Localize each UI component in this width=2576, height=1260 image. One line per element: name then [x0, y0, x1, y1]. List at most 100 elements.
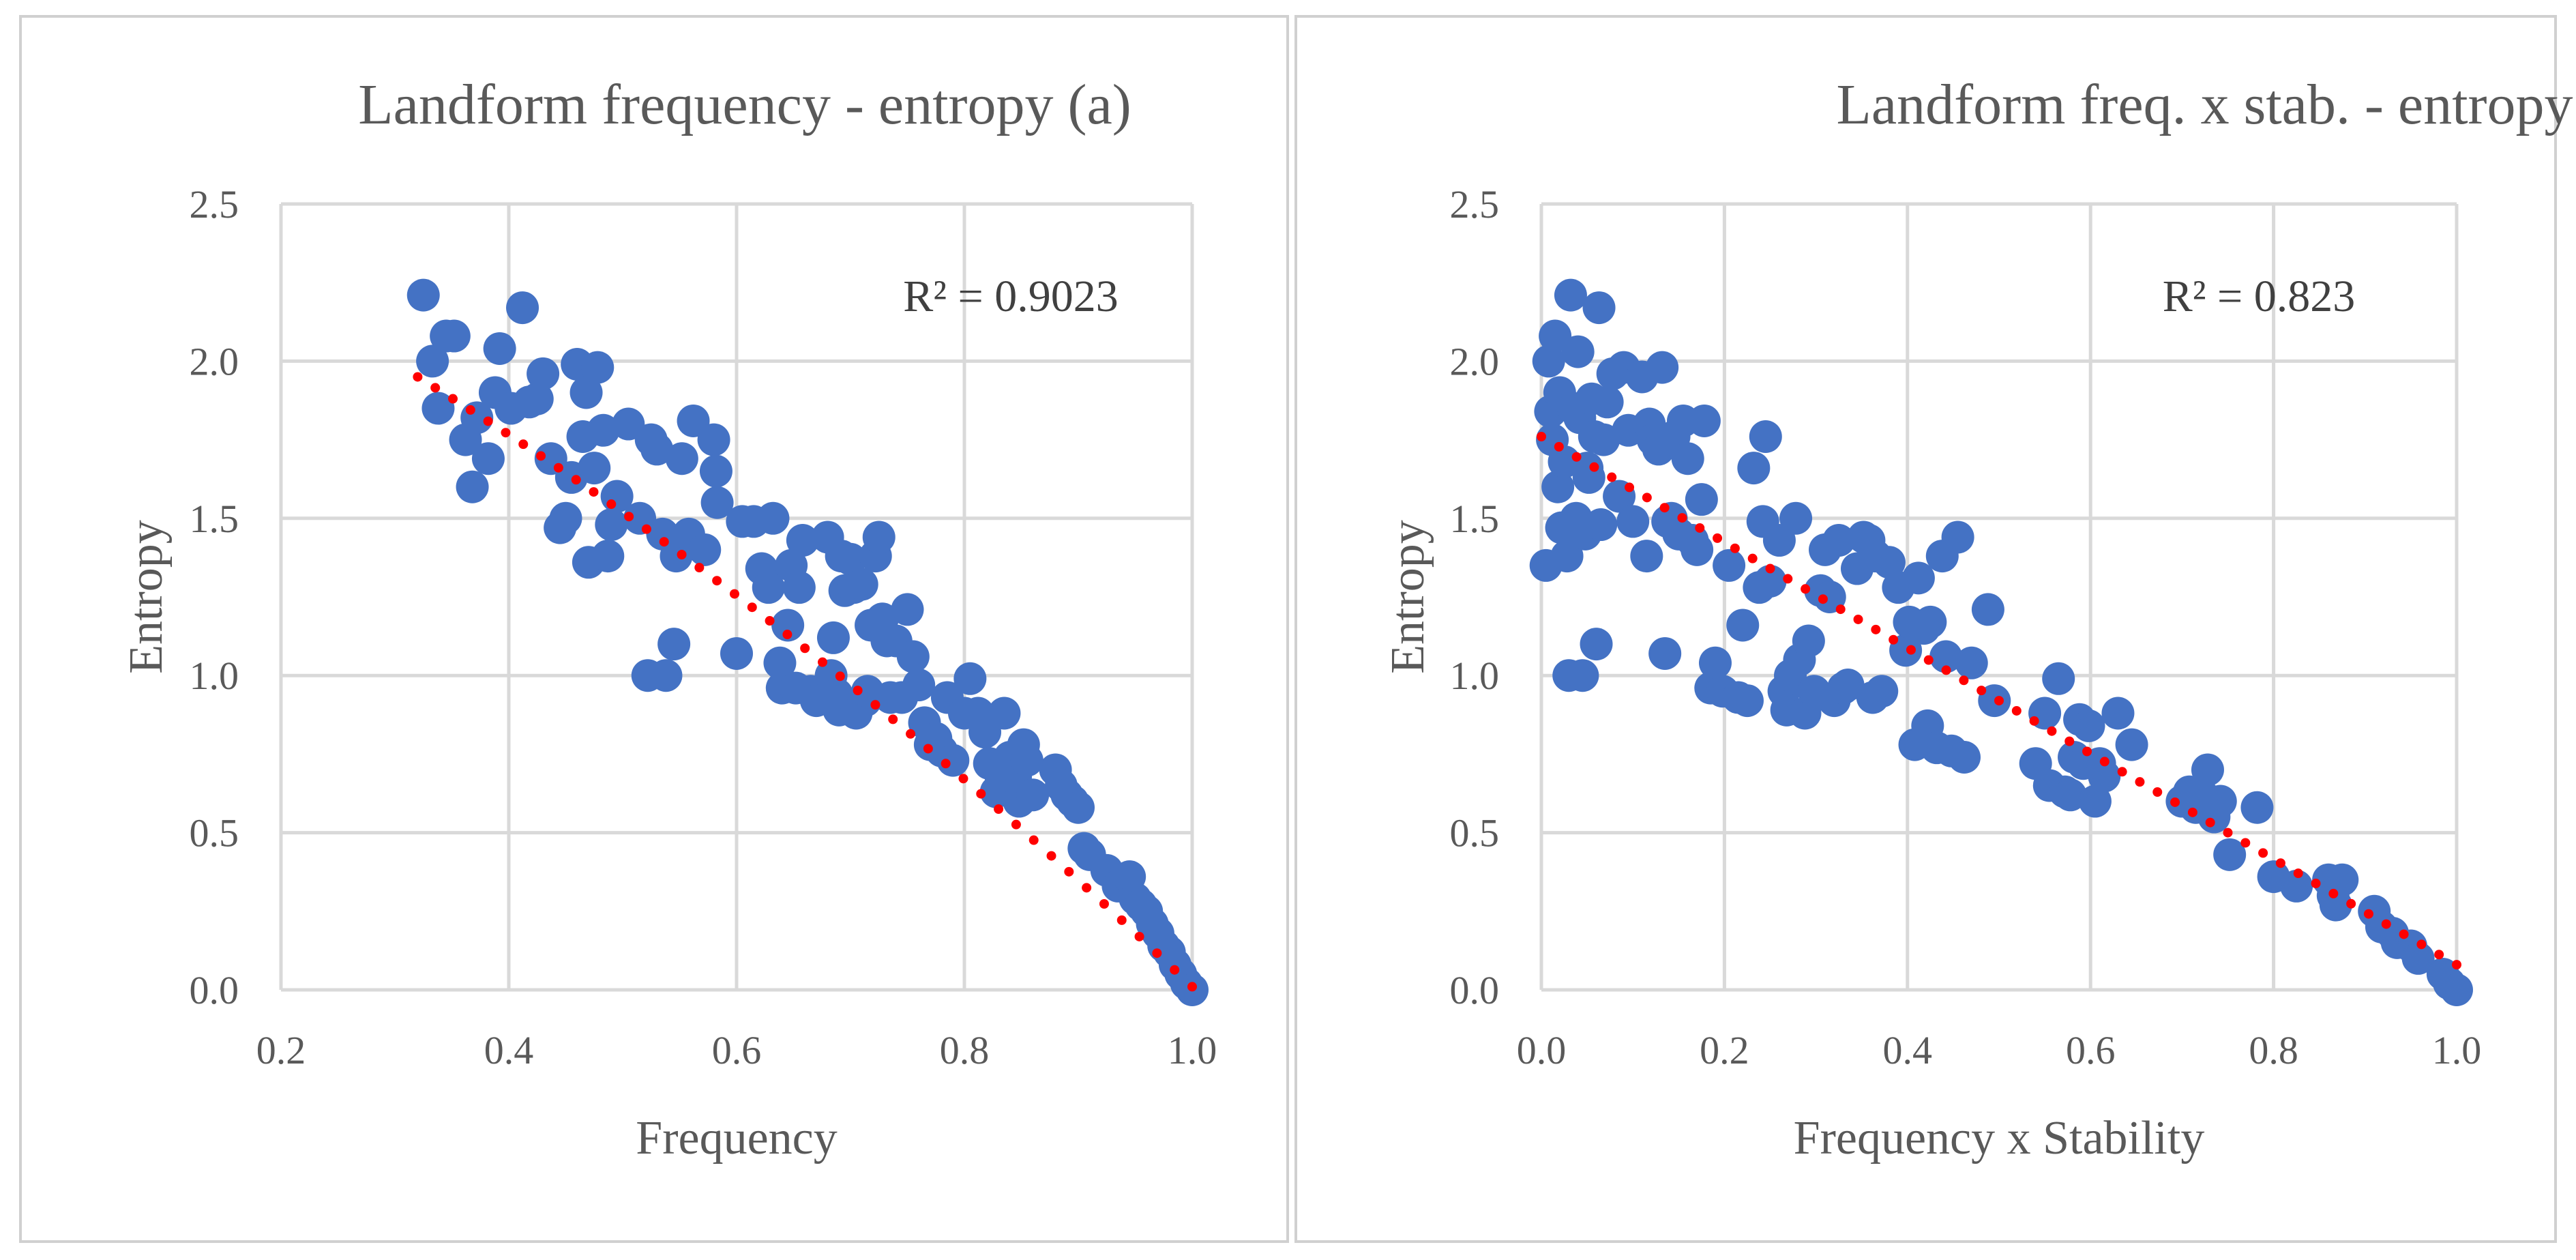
trendline-dot: [1818, 594, 1828, 604]
trendline-dot: [941, 759, 951, 769]
trendline-dot: [1554, 441, 1564, 452]
trendline-dot: [430, 383, 441, 393]
trendline-dot: [624, 512, 634, 522]
data-point: [1792, 624, 1825, 658]
data-point: [1685, 483, 1718, 516]
trendline-dot: [2258, 848, 2268, 858]
data-point: [612, 407, 645, 441]
data-point: [891, 593, 924, 626]
data-point: [786, 524, 819, 557]
chart-title: Landform freq. x stab. - entropy (b): [1837, 73, 2576, 136]
trendline-dot: [2434, 950, 2444, 960]
data-point: [1914, 605, 1947, 639]
trendline-dot: [1152, 948, 1162, 958]
trendline-dot: [1695, 523, 1705, 533]
chart-title: Landform frequency - entropy (a): [358, 73, 1131, 136]
data-point: [1646, 351, 1679, 384]
data-point: [1630, 540, 1663, 573]
trendline-dot: [994, 804, 1004, 815]
data-point: [1561, 335, 1595, 368]
trendline-dot: [606, 499, 617, 510]
r-squared-label: R² = 0.823: [2163, 272, 2356, 321]
trendline-dot: [2346, 898, 2356, 909]
x-axis-label: Frequency: [636, 1112, 837, 1164]
trendline-dot: [853, 686, 863, 696]
data-point: [1737, 452, 1771, 485]
data-point: [1955, 646, 1988, 679]
x-tick-label: 0.8: [940, 1028, 990, 1072]
trendline-dot: [2152, 787, 2163, 797]
data-point: [2401, 941, 2435, 975]
data-point: [763, 646, 797, 679]
trendline-dot: [1959, 675, 1969, 686]
data-point: [569, 376, 603, 409]
trendline-dot: [2099, 757, 2109, 767]
data-point: [595, 508, 628, 542]
trendline-dot: [694, 563, 705, 573]
trendline-dot: [589, 487, 599, 497]
y-tick-label: 2.5: [1450, 182, 1500, 226]
trendline-dot: [1028, 835, 1039, 845]
x-tick-label: 1.0: [1168, 1028, 1217, 1072]
data-point: [2440, 973, 2473, 1006]
trendline-dot: [2223, 827, 2233, 838]
trendline-dot: [2275, 858, 2285, 868]
data-point: [416, 345, 449, 378]
data-point: [1971, 593, 2004, 626]
trendline-dot: [465, 405, 475, 415]
y-tick-label: 0.5: [190, 811, 239, 855]
data-point: [1865, 675, 1899, 708]
data-point: [756, 501, 790, 535]
trendline-dot: [1046, 851, 1056, 861]
trendline-dot: [536, 451, 546, 461]
trendline-dot: [906, 729, 916, 739]
trendline-dot: [747, 602, 757, 613]
trendline-dot: [958, 774, 968, 784]
data-point: [1062, 791, 1095, 824]
data-point: [1941, 521, 1974, 554]
trendline-dot: [2311, 879, 2321, 889]
trendline-dot: [888, 714, 898, 724]
trendline-dot: [1589, 462, 1599, 472]
data-point: [657, 628, 691, 661]
y-axis-label: Entropy: [120, 520, 173, 674]
data-point: [471, 442, 505, 475]
data-point: [406, 278, 440, 312]
trendline-dot: [1134, 931, 1144, 941]
trendline-dot: [2328, 888, 2339, 898]
y-tick-label: 2.0: [1450, 339, 1500, 383]
trendline-dot: [835, 671, 845, 682]
y-tick-label: 1.0: [190, 654, 239, 698]
trendline-dot: [1659, 503, 1670, 513]
data-point: [591, 540, 625, 573]
trendline-dot: [659, 537, 669, 547]
data-point: [1566, 659, 1599, 692]
x-tick-label: 0.6: [712, 1028, 762, 1072]
y-axis-label: Entropy: [1382, 520, 1434, 674]
trendline-dot: [2293, 868, 2303, 879]
trendline-dot: [1889, 634, 1899, 645]
trendline-dot: [1747, 553, 1758, 563]
data-point: [1726, 609, 1760, 642]
data-point: [2054, 778, 2087, 812]
data-point: [988, 697, 1021, 730]
data-point: [782, 571, 816, 604]
trendline: [413, 372, 1197, 992]
trendline-dot: [1801, 584, 1811, 594]
trendline-dot: [1835, 604, 1846, 615]
chart-panel-b: 0.0 0.5 1.0 1.5 2.0 2.5 0.0 0.2 0.4 0.6 0.8 1.0 Land…: [1294, 15, 2576, 1243]
data-point: [1813, 581, 1846, 613]
data-point: [456, 470, 489, 503]
data-point: [578, 452, 611, 485]
trendline-dot: [1064, 866, 1074, 877]
data-point: [1831, 669, 1865, 702]
data-point: [1730, 684, 1764, 718]
data-point: [581, 351, 615, 384]
data-point: [1648, 636, 1682, 670]
data-point: [1749, 420, 1782, 453]
data-point: [1753, 564, 1787, 598]
trendline-dot: [1677, 513, 1687, 523]
trendline-dot: [1011, 819, 1021, 830]
data-points: [1529, 278, 2473, 1006]
trendline-dot: [1977, 686, 1987, 696]
